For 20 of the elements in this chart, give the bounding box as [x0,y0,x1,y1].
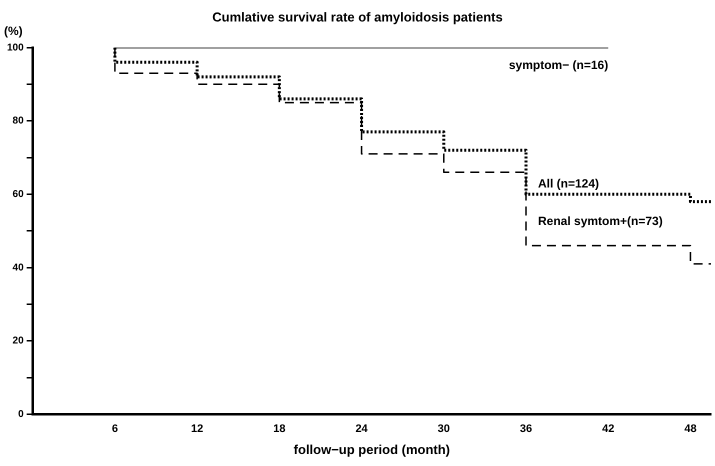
chart-title: Cumlative survival rate of amyloidosis patients [212,9,503,24]
x-axis-title: follow−up period (month) [294,442,450,457]
x-tick-label: 6 [112,422,118,435]
x-tick-label: 48 [684,422,697,435]
x-tick-label: 30 [438,422,450,435]
y-tick-label: 100 [6,42,24,54]
y-tick-label: 20 [12,336,24,347]
y-tick-label: 80 [12,116,24,127]
y-axis-title: (%) [4,24,23,38]
y-tick-label: 0 [18,408,24,420]
x-tick-label: 24 [355,422,369,435]
x-tick-label: 36 [520,422,532,435]
series-label: Renal symtom+(n=73) [538,214,663,228]
y-tick-label: 40 [12,262,24,274]
x-tick-label: 12 [191,422,204,435]
x-tick-label: 18 [273,422,286,435]
y-tick-label: 60 [12,188,24,200]
series-label: symptom− (n=16) [508,58,608,72]
x-tick-label: 42 [602,422,614,435]
series-label: All (n=124) [538,176,600,191]
